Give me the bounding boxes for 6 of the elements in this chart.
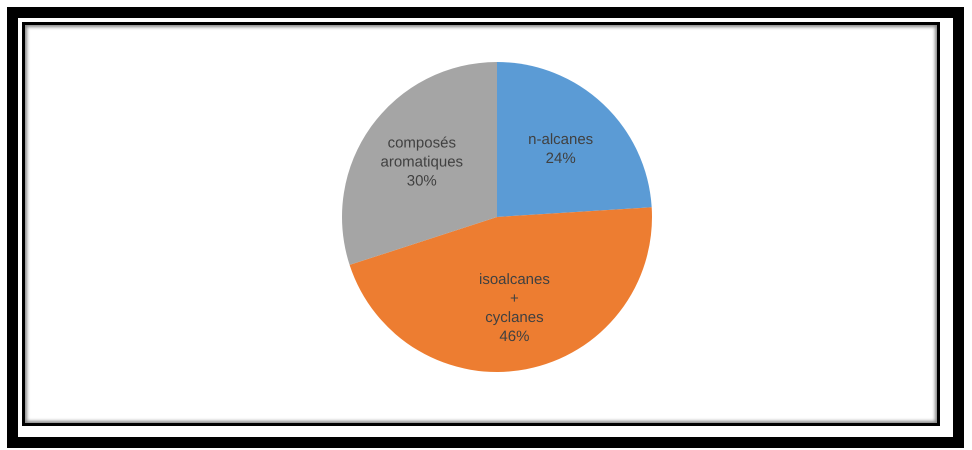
data-label: 30% [406, 172, 437, 190]
slice-label: n-alcanes [528, 130, 594, 148]
data-label: 24% [546, 150, 576, 167]
slice-label: isoalcanes + cyclanes [478, 270, 550, 326]
data-label: 46% [499, 328, 530, 345]
slice-label: composés aromatiques [380, 134, 464, 170]
